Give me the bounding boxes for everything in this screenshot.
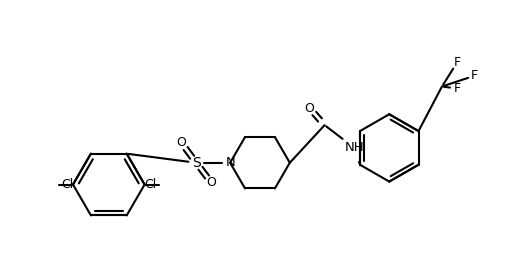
Text: O: O bbox=[176, 136, 186, 150]
Text: F: F bbox=[452, 56, 460, 69]
Text: O: O bbox=[304, 102, 314, 115]
Text: N: N bbox=[225, 156, 234, 169]
Text: F: F bbox=[470, 69, 477, 82]
Text: O: O bbox=[206, 176, 216, 189]
Text: Cl: Cl bbox=[144, 178, 156, 191]
Text: NH: NH bbox=[344, 142, 364, 154]
Text: F: F bbox=[452, 82, 460, 95]
Text: Cl: Cl bbox=[61, 178, 73, 191]
Text: S: S bbox=[191, 156, 200, 170]
